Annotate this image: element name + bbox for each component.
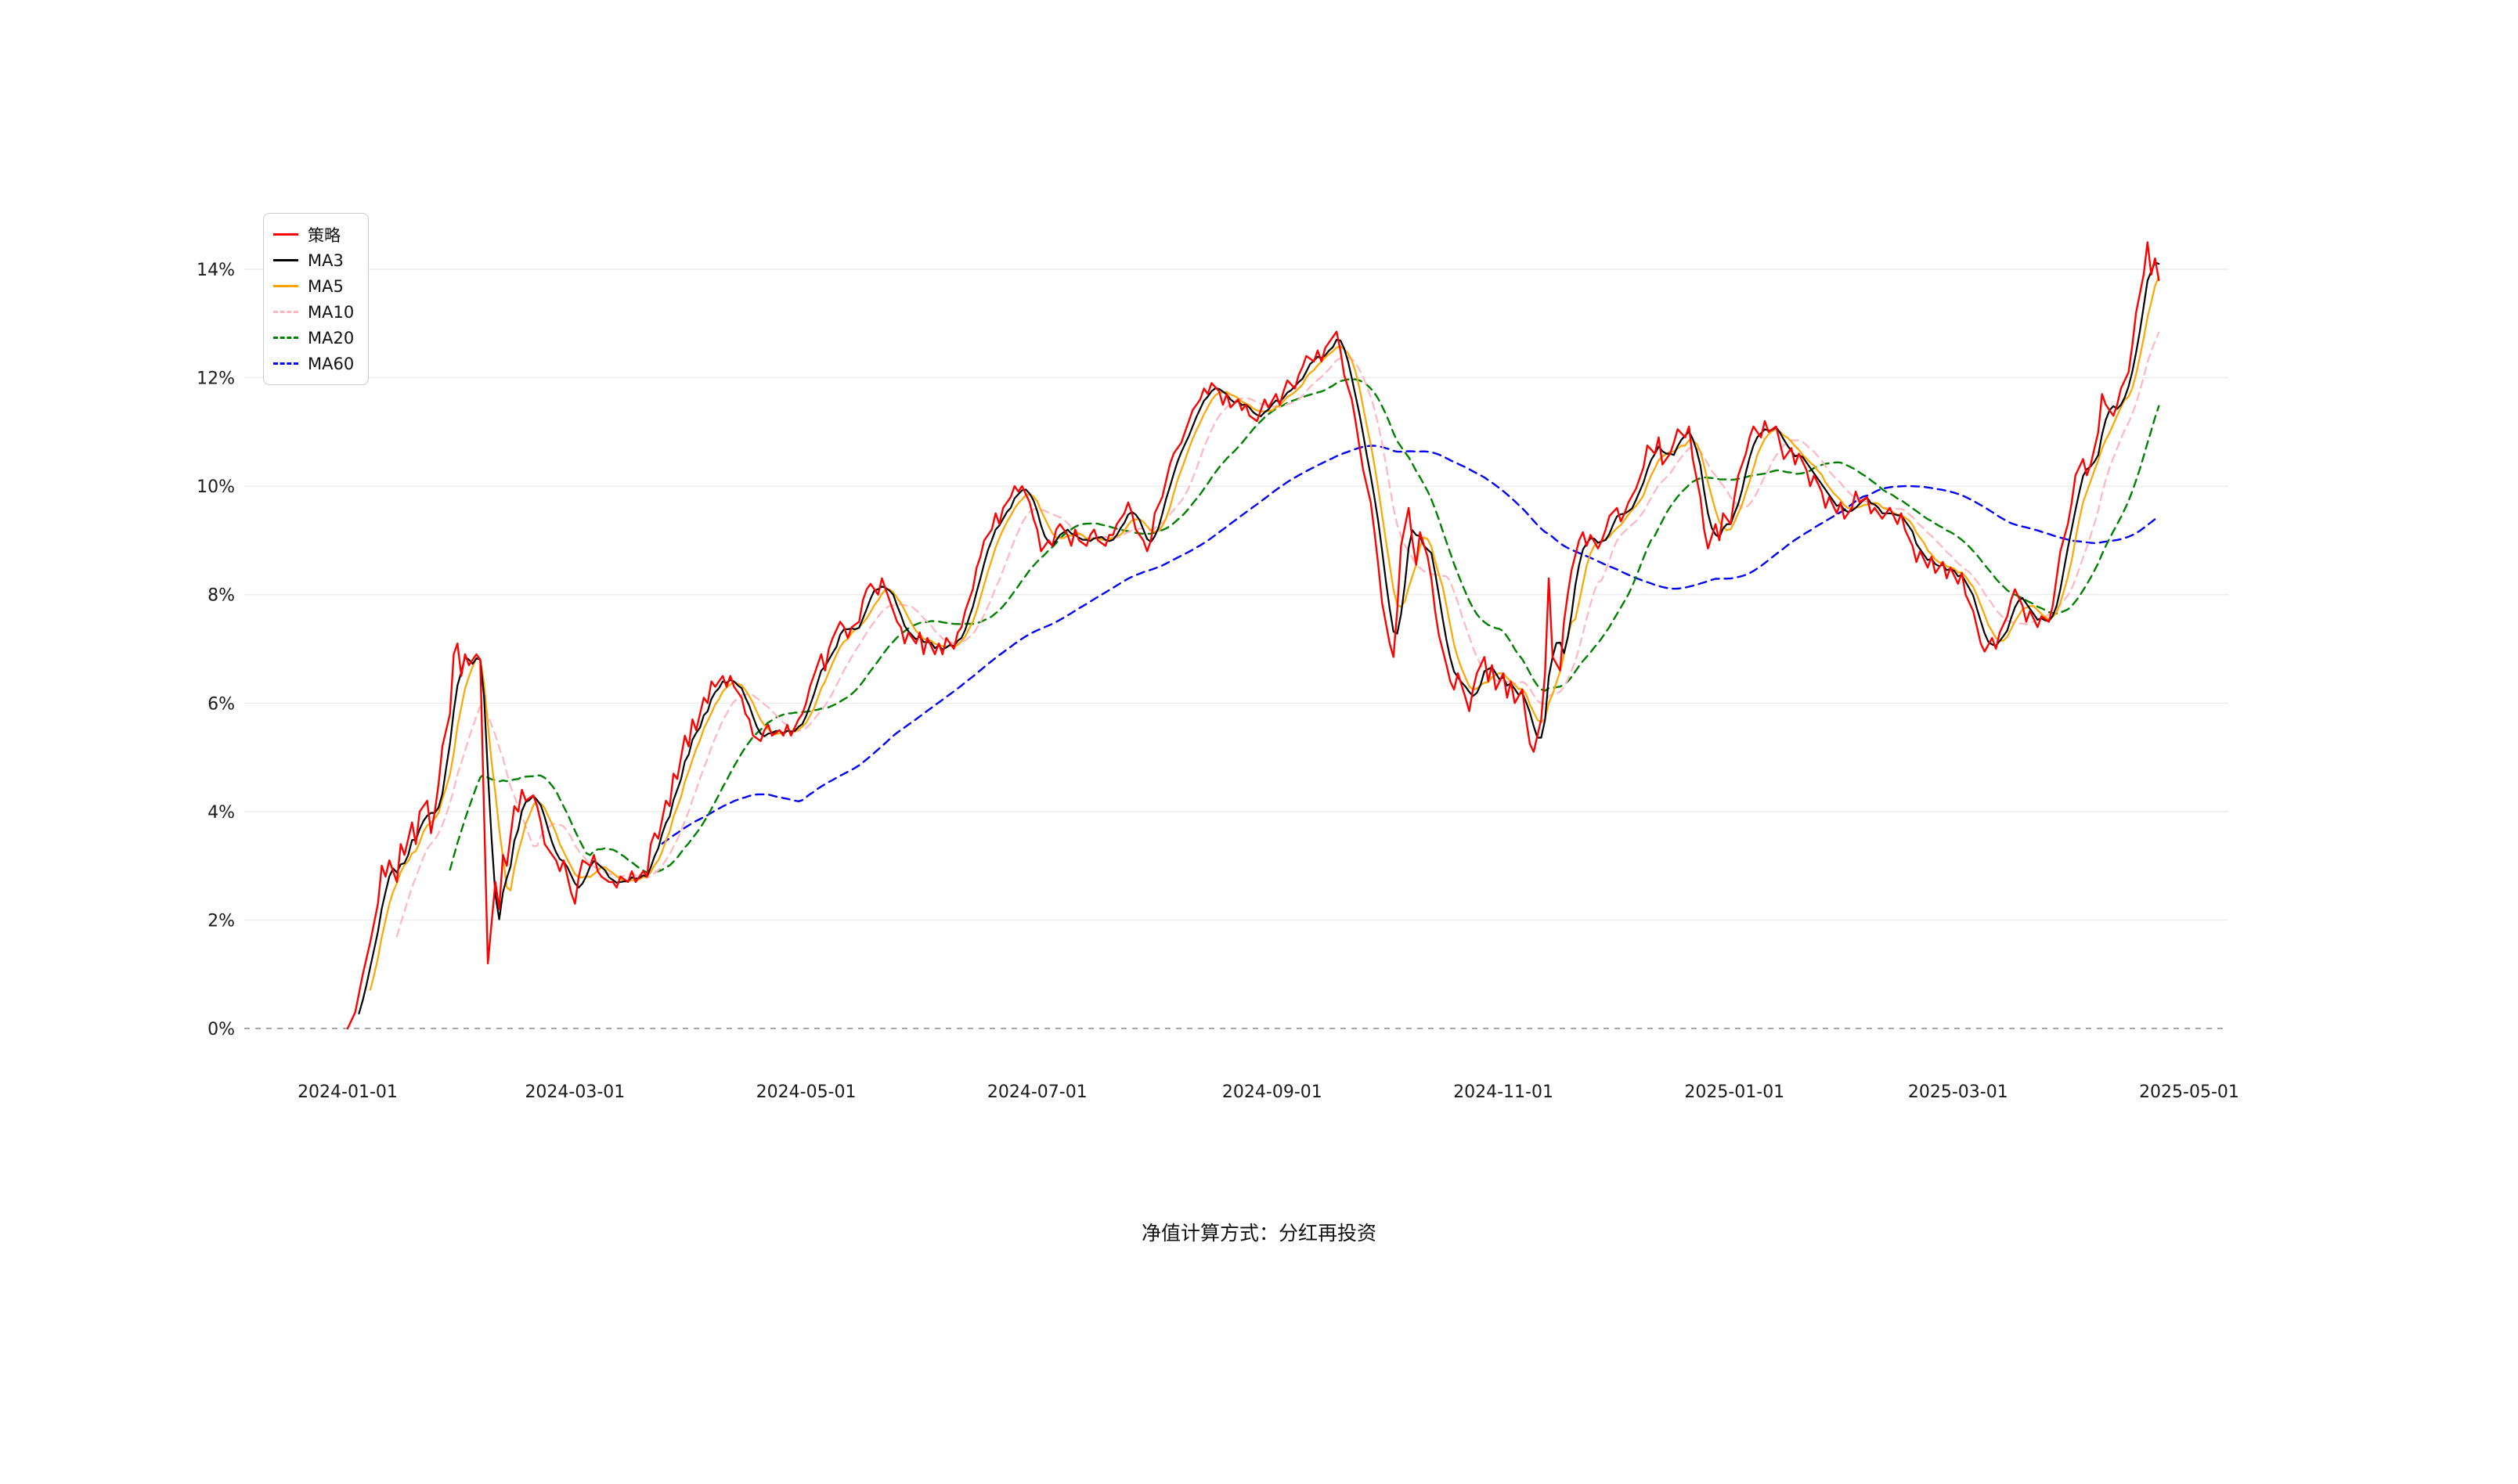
series-line-MA10 [395, 331, 2160, 938]
x-tick-label: 2025-05-01 [2139, 1082, 2239, 1102]
y-tick-label: 4% [207, 803, 235, 823]
y-tick-label: 10% [197, 477, 235, 497]
legend-line-swatch [273, 233, 298, 236]
legend-item-MA10: MA10 [273, 299, 354, 325]
x-tick-label: 2024-09-01 [1222, 1082, 1322, 1102]
legend-label: MA3 [308, 250, 344, 270]
x-tick-label: 2025-03-01 [1908, 1082, 2008, 1102]
legend-label: MA10 [308, 302, 355, 322]
y-tick-label: 2% [207, 911, 235, 931]
legend: 策略 MA3 MA5 MA10 MA20 MA60 [263, 213, 370, 385]
legend-item-MA20: MA20 [273, 325, 354, 351]
legend-label: MA60 [308, 354, 355, 373]
legend-item-MA3: MA3 [273, 247, 354, 273]
x-tick-label: 2024-07-01 [987, 1082, 1088, 1102]
y-tick-label: 8% [207, 586, 235, 606]
x-tick-label: 2024-03-01 [525, 1082, 625, 1102]
legend-line-swatch [273, 259, 298, 261]
legend-line-swatch [273, 337, 298, 339]
series-line-MA60 [661, 445, 2160, 845]
y-tick-label: 0% [207, 1020, 235, 1039]
y-tick-label: 12% [197, 369, 235, 389]
series-line-MA3 [358, 261, 2160, 1014]
legend-line-swatch [273, 285, 298, 287]
y-tick-label: 14% [197, 261, 235, 280]
y-tick-label: 6% [207, 694, 235, 714]
legend-item-策略: 策略 [273, 222, 354, 247]
series-line-MA20 [449, 378, 2160, 873]
legend-line-swatch [273, 362, 298, 365]
x-tick-label: 2024-05-01 [756, 1082, 857, 1102]
legend-item-MA5: MA5 [273, 273, 354, 299]
legend-label: MA5 [308, 276, 344, 296]
x-tick-label: 2024-11-01 [1453, 1082, 1553, 1102]
legend-item-MA60: MA60 [273, 351, 354, 376]
series-line-策略 [346, 241, 2160, 1030]
x-tick-label: 2025-01-01 [1684, 1082, 1784, 1102]
series-line-MA5 [369, 276, 2160, 991]
legend-line-swatch [273, 311, 298, 313]
caption: 净值计算方式：分红再投资 [1141, 1222, 1376, 1244]
x-tick-label: 2024-01-01 [298, 1082, 398, 1102]
legend-label: MA20 [308, 328, 355, 348]
legend-label: 策略 [308, 225, 341, 245]
